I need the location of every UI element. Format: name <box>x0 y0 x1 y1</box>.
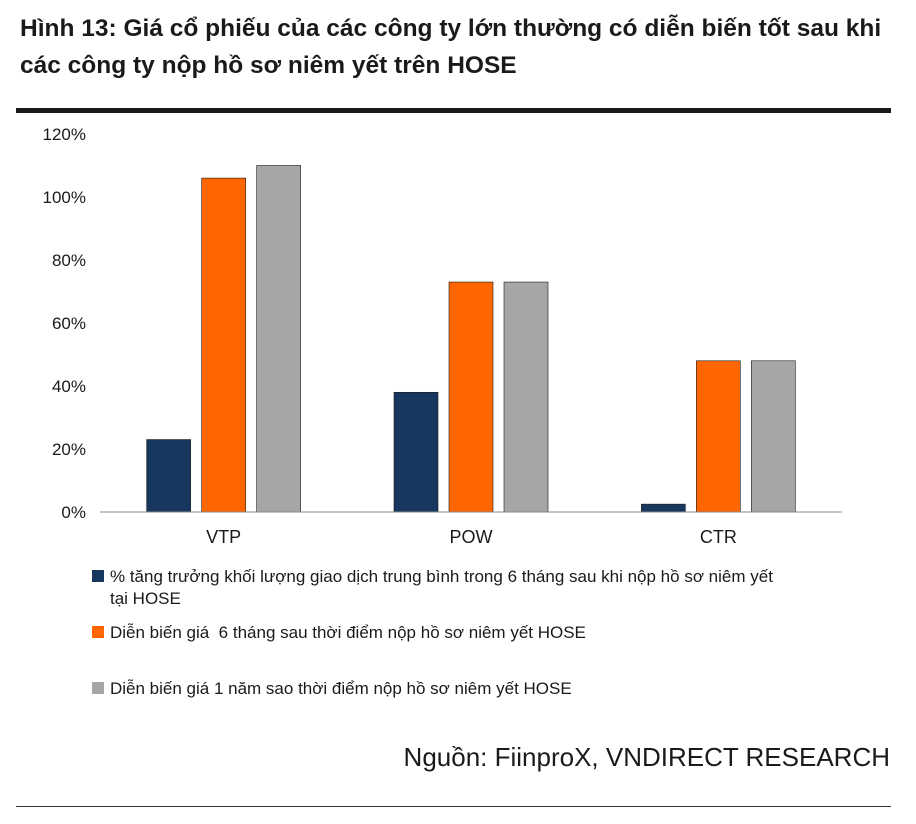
y-axis: 0% 20% 40% 60% 80% 100% 120% <box>43 125 86 522</box>
bar-ctr-price-1y <box>751 360 796 513</box>
bar-chart: 0% 20% 40% 60% 80% 100% 120% VTP POW CTR <box>43 125 842 547</box>
legend-label-price-6m: Diễn biến giá 6 tháng sau thời điểm nộp … <box>110 623 586 642</box>
bar-vtp-volume-growth <box>146 439 191 513</box>
x-tick-label: VTP <box>206 527 241 547</box>
bar-ctr-volume-growth <box>641 503 686 513</box>
y-tick-label: 20% <box>52 440 86 459</box>
y-tick-label: 40% <box>52 377 86 396</box>
x-axis: VTP POW CTR <box>206 527 737 547</box>
legend-swatch-price-6m <box>92 626 104 638</box>
figure-title: Hình 13: Giá cổ phiếu của các công ty lớ… <box>20 15 882 79</box>
bars <box>146 165 796 513</box>
legend-label-price-1y: Diễn biến giá 1 năm sao thời điểm nộp hồ… <box>110 679 572 698</box>
y-tick-label: 120% <box>43 125 86 144</box>
bottom-divider <box>16 806 891 807</box>
bar-pow-price-1y <box>503 281 549 513</box>
legend-swatch-volume-growth <box>92 570 104 582</box>
bar-vtp-price-6m <box>201 177 246 513</box>
bar-vtp-price-1y <box>256 165 301 513</box>
y-tick-label: 0% <box>61 503 86 522</box>
source-note: Nguồn: FiinproX, VNDIRECT RESEARCH <box>403 742 890 772</box>
x-tick-label: POW <box>450 527 493 547</box>
legend-item-price-1y: Diễn biến giá 1 năm sao thời điểm nộp hồ… <box>92 678 572 700</box>
y-tick-label: 80% <box>52 251 86 270</box>
legend-label-volume-growth: % tăng trưởng khối lượng giao dịch trung… <box>110 567 773 608</box>
bar-ctr-price-6m <box>696 360 741 513</box>
bar-pow-volume-growth <box>393 391 439 513</box>
legend-item-volume-growth: % tăng trưởng khối lượng giao dịch trung… <box>92 566 792 610</box>
x-tick-label: CTR <box>700 527 737 547</box>
legend-swatch-price-1y <box>92 682 104 694</box>
y-tick-label: 60% <box>52 314 86 333</box>
y-tick-label: 100% <box>43 188 86 207</box>
bar-pow-price-6m <box>448 281 494 513</box>
legend-item-price-6m: Diễn biến giá 6 tháng sau thời điểm nộp … <box>92 622 586 644</box>
title-divider <box>16 108 891 113</box>
